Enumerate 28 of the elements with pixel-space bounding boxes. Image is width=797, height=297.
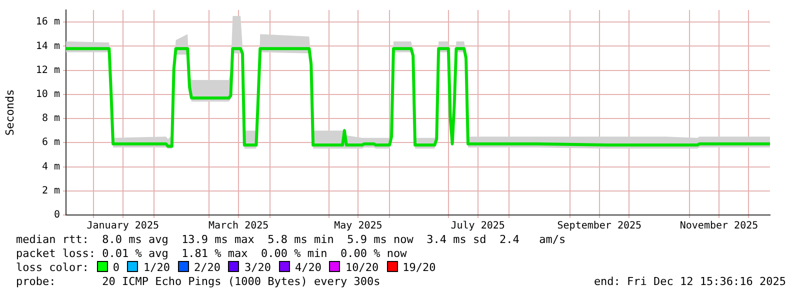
text: packet loss: 0.01 % avg 1.81 % max 0.00 % min 0.00 % now <box>16 247 407 260</box>
y-tick-label: 2 m <box>42 185 60 196</box>
x-tick-label: September 2025 <box>557 220 642 232</box>
x-tick-label: May 2025 <box>334 220 382 232</box>
y-tick-label: 16 m <box>36 16 60 28</box>
y-tick-label: 4 m <box>42 161 60 172</box>
y-tick-label: 8 m <box>42 113 60 124</box>
text: median rtt: 8.0 ms avg 13.9 ms max 5.8 ms min 5.9 ms now 3.4 ms sd 2.4 am/s <box>16 233 566 246</box>
text: 1/20 <box>143 261 170 274</box>
text: loss color: <box>16 261 89 274</box>
text: 19/20 <box>402 261 436 274</box>
text: end: Fri Dec 12 15:36:16 2025 <box>594 275 786 289</box>
x-tick-label: July 2025 <box>450 220 505 232</box>
y-tick-label: 10 m <box>36 89 60 100</box>
y-axis-title: Seconds <box>3 89 16 136</box>
x-tick-label: November 2025 <box>680 220 758 232</box>
text: 10/20 <box>345 261 379 274</box>
x-tick-label: March 2025 <box>208 220 269 232</box>
text: probe: 20 ICMP Echo Pings (1000 Bytes) every 300s <box>16 275 380 288</box>
text: 3/20 <box>244 261 271 274</box>
y-tick-label: 14 m <box>36 40 60 52</box>
y-tick-label: 6 m <box>42 137 60 148</box>
x-tick-label: January 2025 <box>86 220 159 232</box>
text: 2/20 <box>194 261 220 274</box>
y-tick-label: 12 m <box>36 64 60 76</box>
text: 4/20 <box>294 261 322 274</box>
text: 0 <box>112 261 120 274</box>
y-tick-label: 0 <box>54 210 60 221</box>
